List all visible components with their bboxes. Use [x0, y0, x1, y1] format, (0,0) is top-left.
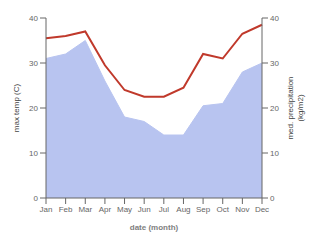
- svg-text:20: 20: [29, 104, 38, 113]
- svg-text:Mar: Mar: [78, 205, 92, 214]
- svg-text:40: 40: [29, 14, 38, 23]
- svg-text:Feb: Feb: [59, 205, 73, 214]
- svg-text:10: 10: [29, 149, 38, 158]
- svg-text:0: 0: [270, 194, 275, 203]
- svg-text:Nov: Nov: [235, 205, 249, 214]
- svg-text:Apr: Apr: [99, 205, 112, 214]
- svg-text:Sep: Sep: [196, 205, 211, 214]
- svg-text:Jan: Jan: [40, 205, 53, 214]
- svg-text:Dec: Dec: [255, 205, 269, 214]
- svg-text:20: 20: [270, 104, 279, 113]
- svg-text:30: 30: [29, 59, 38, 68]
- svg-text:Jun: Jun: [138, 205, 151, 214]
- svg-text:10: 10: [270, 149, 279, 158]
- svg-text:med. precipitation(kg/m2): med. precipitation(kg/m2): [286, 76, 305, 139]
- svg-text:40: 40: [270, 14, 279, 23]
- svg-text:0: 0: [34, 194, 39, 203]
- svg-text:Oct: Oct: [217, 205, 230, 214]
- svg-text:Aug: Aug: [176, 205, 190, 214]
- svg-text:max temp (C): max temp (C): [12, 83, 21, 132]
- svg-text:date (month): date (month): [130, 223, 179, 232]
- svg-text:Jul: Jul: [159, 205, 169, 214]
- svg-text:30: 30: [270, 59, 279, 68]
- svg-text:May: May: [117, 205, 132, 214]
